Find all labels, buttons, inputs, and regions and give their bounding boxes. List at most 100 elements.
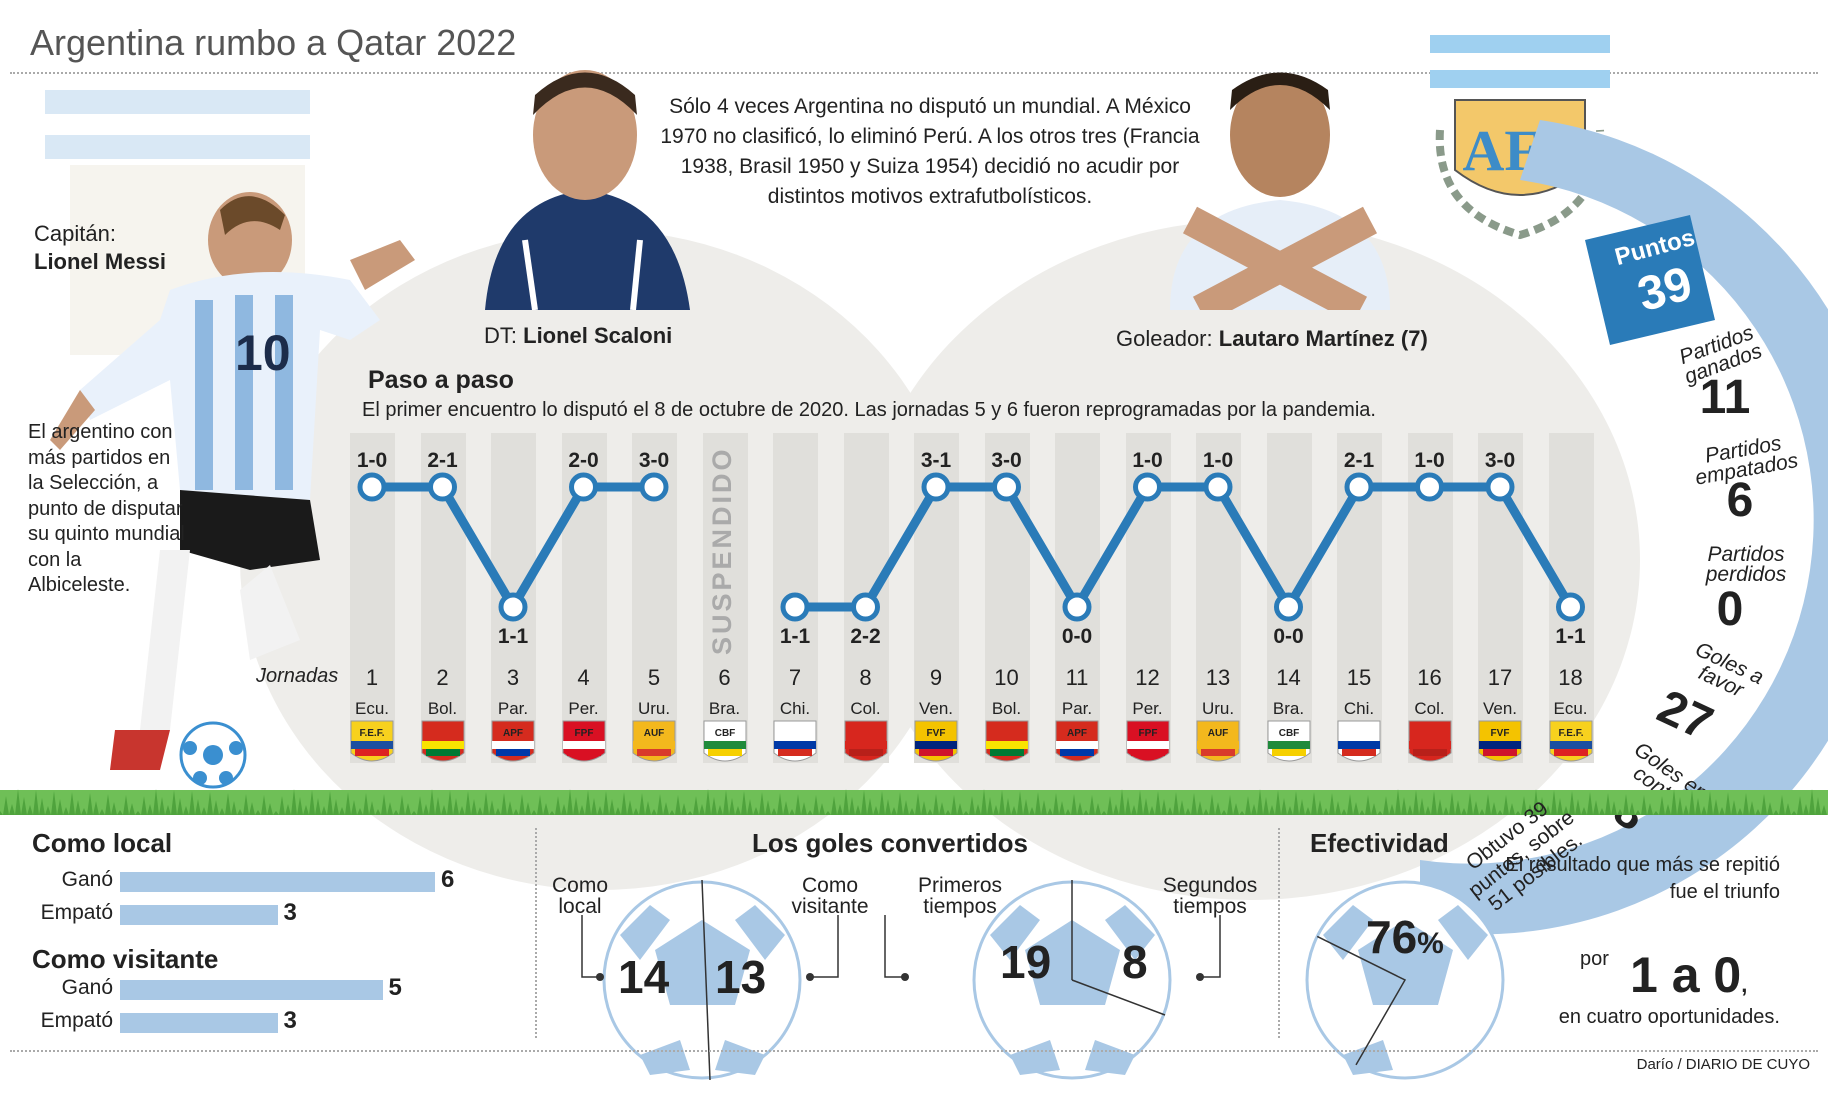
ganados-value: 11	[1699, 371, 1751, 424]
scorer-portrait	[1170, 72, 1390, 310]
opponent-crest-icon: APF	[491, 720, 535, 762]
score-label: 3-0	[991, 449, 1021, 472]
score-label: 1-0	[1132, 449, 1162, 472]
opponent-label: Chi.	[779, 699, 811, 718]
result-point	[639, 472, 669, 502]
bar	[120, 1013, 278, 1033]
jornada-stripe	[702, 433, 748, 763]
opponent-crest-icon: APF	[1055, 720, 1099, 762]
result-point	[498, 592, 528, 622]
opponent-label: Bra.	[1272, 699, 1305, 718]
result-point	[1485, 472, 1515, 502]
opponent-label: Ven.	[918, 699, 954, 718]
jornada-number: 10	[994, 665, 1019, 690]
result-line-segment	[1002, 482, 1082, 612]
jornada-number: 8	[859, 665, 872, 690]
jornada-number: 16	[1417, 665, 1442, 690]
svg-text:AUF: AUF	[1208, 728, 1229, 739]
goles-local-value: 14	[618, 951, 670, 1003]
result-point	[992, 472, 1021, 502]
opponent-label: Col.	[850, 699, 881, 718]
result-point	[851, 592, 880, 622]
jornada-number: 6	[718, 665, 731, 690]
opponent-label: Bol.	[991, 699, 1022, 718]
empatados-value: 6	[1726, 474, 1754, 527]
result-line-segment	[438, 482, 518, 612]
messi-figure: 10	[50, 192, 415, 770]
opponent-label: Par.	[1061, 699, 1093, 718]
opponent-crest-icon: F.E.F.	[350, 720, 394, 762]
opponent-label: Uru.	[1201, 699, 1235, 718]
perdidos-value: 0	[1716, 583, 1744, 636]
bar	[120, 872, 435, 892]
goles-balls	[581, 879, 1221, 1080]
score-label: 0-0	[1273, 625, 1303, 648]
svg-text:APF: APF	[1067, 728, 1087, 739]
result-por: por	[1580, 948, 1609, 970]
result-line-segment	[1284, 482, 1364, 612]
svg-text:FVF: FVF	[1491, 728, 1510, 739]
opponent-label: Par.	[497, 699, 529, 718]
opponent-crest-icon	[844, 720, 887, 762]
svg-text:F.E.F.: F.E.F.	[359, 728, 384, 739]
score-label: 1-0	[1414, 449, 1444, 472]
bar-label: Ganó	[61, 868, 113, 891]
opponent-label: Col.	[1414, 699, 1445, 718]
visitante-title: Como visitante	[32, 944, 219, 974]
title-divider	[10, 72, 1818, 74]
svg-text:CBF: CBF	[1278, 728, 1299, 739]
bar-label: Ganó	[61, 976, 113, 999]
jornada-number: 12	[1135, 665, 1160, 690]
bar-label: Empató	[40, 901, 113, 924]
score-label: 3-1	[921, 449, 952, 472]
score-label: 2-0	[568, 449, 598, 472]
score-label: 1-1	[1555, 625, 1586, 648]
opponent-crest-icon: FVF	[914, 720, 958, 762]
footer-divider	[10, 1050, 1818, 1052]
efectividad-unit: %	[1417, 927, 1444, 960]
goles-local-label: Como local	[551, 874, 609, 918]
opponent-crest-icon: FVF	[1478, 720, 1522, 762]
section-divider-2	[1278, 828, 1280, 1038]
goles-title: Los goles convertidos	[752, 828, 1028, 858]
captain-note: El argentino con más partidos en la Sele…	[28, 421, 185, 596]
jornadas-label: Jornadas	[256, 665, 339, 687]
bar-value: 3	[283, 1007, 297, 1034]
result-line-segment	[861, 482, 941, 612]
opponent-label: Ecu.	[1553, 699, 1588, 718]
scorer-name: Lautaro Martínez (7)	[1218, 326, 1428, 351]
jornada-number: 14	[1276, 665, 1301, 690]
goles-primeros-value: 19	[1000, 936, 1052, 988]
score-label: 1-1	[498, 625, 529, 648]
result-sub: en cuatro oportunidades.	[1558, 1006, 1780, 1028]
efectividad-value: 76%	[1366, 910, 1444, 964]
score-label: 1-0	[357, 449, 387, 472]
result-point	[1274, 592, 1303, 622]
local-title: Como local	[32, 828, 173, 858]
opponent-label: Per.	[568, 699, 599, 718]
svg-text:10: 10	[235, 325, 291, 381]
jornada-number: 4	[577, 665, 590, 690]
section-divider-1	[535, 828, 537, 1038]
score-label: 1-1	[780, 625, 811, 648]
opponent-crest-icon: AUF	[1196, 720, 1240, 762]
opponent-crest-icon: AUF	[632, 720, 676, 762]
result-score: 1 a 0,	[1630, 946, 1747, 1004]
goles-segundos-value: 8	[1122, 936, 1148, 988]
opponent-label: Per.	[1132, 699, 1163, 718]
bg-stripe-1	[45, 90, 310, 114]
result-point	[1062, 592, 1092, 622]
result-point	[357, 472, 387, 502]
jornada-number: 13	[1205, 665, 1231, 690]
jornada-number: 2	[436, 665, 449, 690]
score-label: 3-0	[1485, 449, 1515, 472]
result-point	[921, 472, 951, 502]
result-point	[428, 472, 457, 502]
score-label: 2-1	[427, 449, 458, 472]
svg-text:FPF: FPF	[574, 728, 593, 739]
soccer-ball-icon	[179, 721, 247, 789]
jornada-number: 3	[506, 665, 520, 690]
jornada-number: 11	[1065, 665, 1089, 690]
result-point	[1203, 472, 1233, 502]
